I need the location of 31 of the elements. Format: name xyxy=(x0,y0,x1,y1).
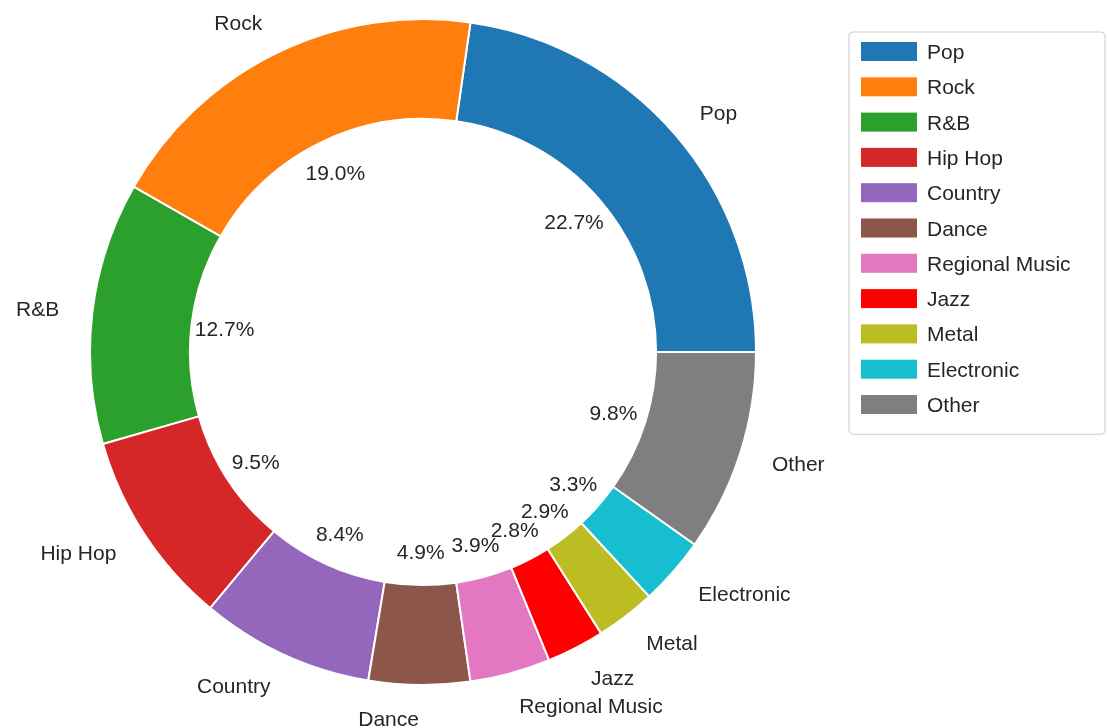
legend-label: Metal xyxy=(927,322,979,346)
data-label: 2.9% xyxy=(520,498,569,522)
legend-label: Dance xyxy=(927,216,988,240)
legend-label: Jazz xyxy=(927,287,971,311)
slice-label: Regional Music xyxy=(519,693,663,717)
legend-label: Pop xyxy=(927,40,965,63)
data-label: 3.3% xyxy=(549,472,598,496)
legend-label: Regional Music xyxy=(927,251,1071,275)
slice-label: Dance xyxy=(358,706,419,728)
data-label: 9.8% xyxy=(589,401,638,425)
legend-label: R&B xyxy=(927,110,971,134)
data-label: 4.9% xyxy=(396,540,445,564)
data-label: 9.5% xyxy=(231,449,280,473)
legend-label: Hip Hop xyxy=(927,145,1003,169)
legend-label: Other xyxy=(927,393,980,416)
data-label: 19.0% xyxy=(305,160,366,184)
slice-label: Pop xyxy=(699,100,738,124)
slice-label: Electronic xyxy=(698,582,791,606)
slice-label: Rock xyxy=(214,11,263,35)
slice-label: R&B xyxy=(16,296,60,320)
legend-label: Country xyxy=(927,181,1002,205)
slice-label: Metal xyxy=(646,630,698,654)
legend-label: Electronic xyxy=(927,357,1020,381)
slice-label: Other xyxy=(772,451,825,475)
data-label: 8.4% xyxy=(315,522,364,546)
slice-label: Jazz xyxy=(590,666,635,690)
slice-label: Hip Hop xyxy=(40,540,117,564)
data-label: 22.7% xyxy=(544,209,604,233)
data-label: 12.7% xyxy=(194,316,255,340)
legend-label: Rock xyxy=(927,75,976,99)
slice-label: Country xyxy=(197,673,272,697)
